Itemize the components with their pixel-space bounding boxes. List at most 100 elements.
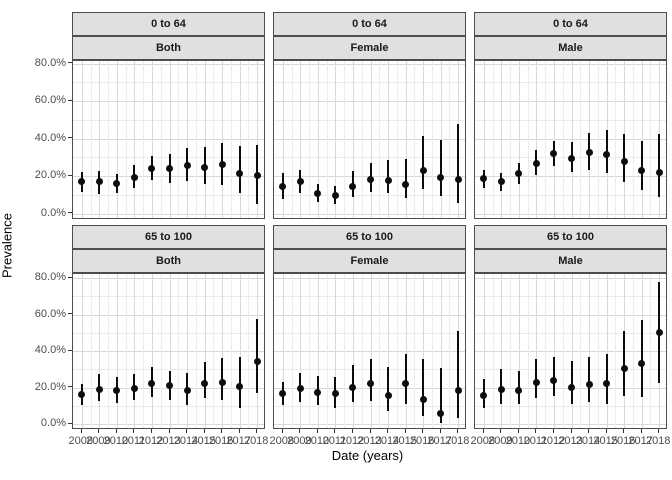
data-point — [532, 378, 540, 386]
gridline-major-v — [405, 274, 407, 428]
data-point — [568, 154, 575, 162]
x-axis-tick — [570, 429, 572, 433]
gridline-minor-v — [615, 274, 617, 428]
error-bar — [457, 123, 460, 204]
gridline-major-h — [73, 314, 264, 316]
data-point — [638, 167, 646, 175]
gridline-major-v — [99, 274, 101, 428]
gridline-major-v — [116, 274, 118, 428]
gridline-minor-h — [73, 405, 264, 407]
x-tick-label: 2015 — [593, 435, 618, 447]
x-tick-label: 2018 — [645, 435, 671, 447]
gridline-minor-v — [396, 274, 398, 428]
gridline-major-v — [282, 274, 284, 428]
x-tick-label: 2013 — [558, 435, 583, 447]
x-axis-tick — [535, 429, 537, 433]
x-tick-label: 2008 — [68, 435, 94, 447]
gridline-major-h — [475, 351, 666, 352]
data-point — [655, 168, 663, 176]
x-tick-label: 2017 — [226, 435, 251, 447]
gridline-major-v — [239, 61, 241, 218]
gridline-minor-v — [108, 274, 110, 428]
gridline-minor-v — [510, 61, 512, 218]
error-bar — [570, 361, 573, 404]
gridline-minor-v — [492, 274, 494, 428]
x-tick-label: 2016 — [409, 435, 435, 447]
data-point — [497, 385, 505, 393]
data-point — [95, 178, 103, 186]
data-point — [550, 150, 558, 158]
y-axis-tick — [68, 349, 72, 351]
y-axis-tick — [68, 99, 72, 101]
gridline-minor-v — [326, 61, 328, 218]
error-bar — [623, 330, 626, 396]
y-axis-tick — [68, 174, 72, 176]
error-bar — [552, 357, 555, 396]
gridline-major-v — [370, 274, 372, 428]
x-tick-label: 2011 — [121, 435, 146, 447]
data-point — [437, 173, 445, 181]
gridline-major-h — [274, 351, 465, 352]
facet-strip-age-group: 0 to 64 — [273, 12, 466, 36]
error-bar — [457, 330, 460, 418]
gridline-major-v — [501, 274, 503, 428]
x-tick-label: 2017 — [427, 435, 452, 447]
y-tick-label: 80.0% — [34, 56, 66, 69]
data-point — [218, 378, 226, 386]
facet-strip-sex: Both — [72, 36, 265, 60]
error-bar — [422, 359, 425, 416]
gridline-minor-v — [414, 274, 416, 428]
data-point — [296, 178, 304, 186]
x-axis-tick — [351, 429, 353, 433]
gridline-major-v — [501, 61, 503, 218]
gridline-major-v — [440, 61, 442, 218]
x-tick-label: 2009 — [488, 435, 513, 447]
gridline-minor-h — [73, 369, 264, 371]
gridline-minor-h — [274, 157, 465, 159]
error-bar — [387, 160, 390, 194]
gridline-major-v — [571, 61, 573, 218]
x-axis-tick — [133, 429, 135, 433]
x-tick-label: 2018 — [444, 435, 470, 447]
gridline-minor-v — [615, 61, 617, 218]
gridline-minor-v — [396, 61, 398, 218]
gridline-major-h — [475, 278, 666, 279]
gridline-major-v — [300, 61, 302, 218]
data-point — [218, 161, 226, 169]
data-point — [550, 376, 558, 384]
x-axis-tick — [98, 429, 100, 433]
gridline-major-h — [475, 213, 666, 215]
x-tick-label: 2017 — [628, 435, 653, 447]
gridline-minor-v — [90, 61, 92, 218]
gridline-minor-h — [475, 405, 666, 407]
facet-strip-age-group: 65 to 100 — [273, 225, 466, 249]
x-axis-tick — [500, 429, 502, 433]
gridline-minor-v — [449, 61, 451, 218]
gridline-major-v — [134, 61, 136, 218]
y-tick-label: 40.0% — [34, 131, 66, 144]
gridline-minor-v — [125, 274, 127, 428]
data-point — [419, 167, 427, 175]
gridline-major-v — [300, 274, 302, 428]
gridline-major-h — [274, 278, 465, 279]
gridline-major-v — [352, 61, 354, 218]
y-axis-tick — [68, 422, 72, 424]
x-tick-label: 2014 — [173, 435, 199, 447]
gridline-minor-v — [344, 274, 346, 428]
y-axis-tick — [68, 137, 72, 139]
gridline-minor-h — [475, 194, 666, 196]
facet-panel — [273, 60, 466, 219]
x-tick-label: 2009 — [287, 435, 312, 447]
gridline-major-v — [440, 274, 442, 428]
gridline-major-v — [553, 274, 555, 428]
x-tick-label: 2015 — [191, 435, 216, 447]
gridline-major-h — [475, 176, 666, 178]
gridline-major-v — [169, 274, 171, 428]
data-point — [236, 169, 244, 177]
gridline-minor-v — [379, 61, 381, 218]
gridline-minor-h — [475, 296, 666, 298]
gridline-minor-v — [449, 274, 451, 428]
x-axis-tick — [588, 429, 590, 433]
data-point — [349, 183, 357, 190]
